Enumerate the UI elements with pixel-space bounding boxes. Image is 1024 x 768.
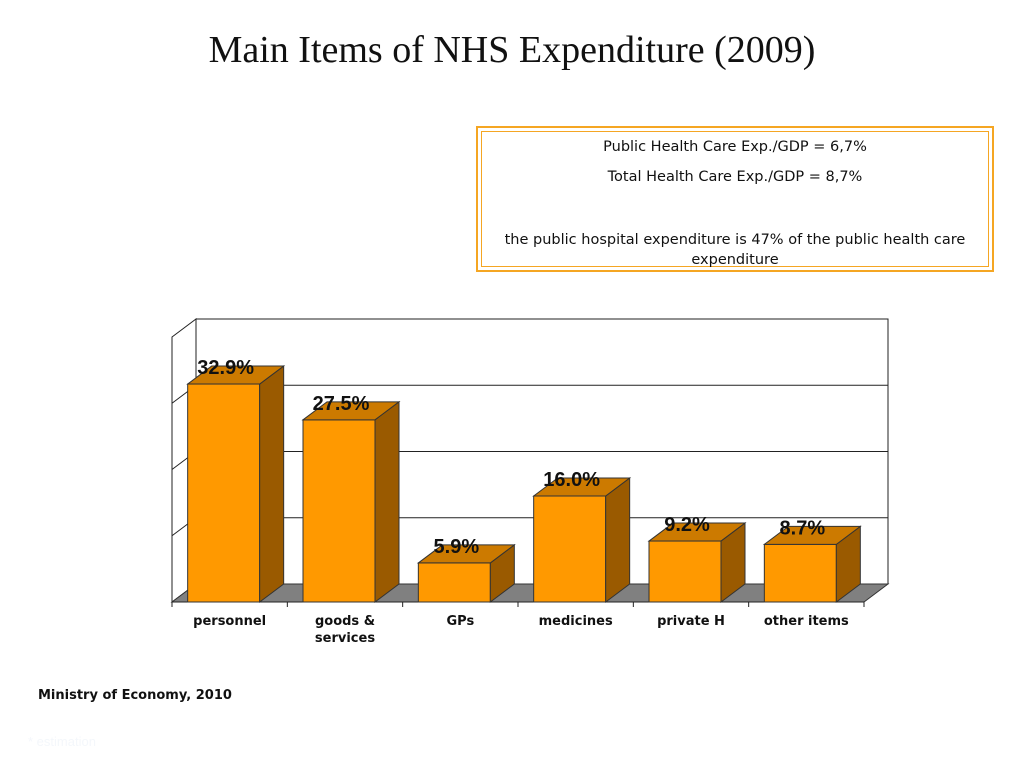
bar-goods-services (302, 419, 376, 603)
bar-top (532, 477, 632, 497)
data-label: 32.9% (197, 357, 254, 379)
category-label: GPs (446, 614, 474, 629)
source-note: Ministry of Economy, 2010 (38, 688, 232, 703)
data-label: 27.5% (313, 393, 370, 415)
data-label: 8.7% (780, 517, 826, 539)
bar-top (186, 365, 286, 385)
bar-medicines (533, 495, 607, 603)
bar-top (301, 401, 401, 421)
info-box: Public Health Care Exp./GDP = 6,7% Total… (476, 126, 994, 272)
hospital-expenditure-note: the public hospital expenditure is 47% o… (504, 232, 966, 268)
bar-top (647, 522, 747, 542)
footnote: * estimation (28, 734, 96, 749)
data-label: 9.2% (664, 514, 710, 536)
category-label: private H (657, 614, 725, 629)
bar-side (374, 400, 400, 603)
data-label: 5.9% (434, 536, 480, 558)
bar-top (762, 525, 862, 545)
category-label: other items (764, 614, 849, 629)
bar-side (605, 477, 631, 603)
info-box-inner: Public Health Care Exp./GDP = 6,7% Total… (481, 131, 989, 268)
total-health-exp-text: Total Health Care Exp./GDP = 8,7% (607, 169, 863, 185)
data-label: 16.0% (543, 469, 600, 491)
bar-gps (417, 562, 491, 603)
bar-personnel (187, 383, 261, 603)
bar-private-h (648, 540, 722, 603)
bar-chart: 32.9% personnel 27.5% goods & services 5.9% GP… (170, 318, 890, 646)
public-health-exp-text: Public Health Care Exp./GDP = 6,7% (603, 139, 867, 155)
category-label: medicines (539, 614, 613, 629)
chart-title: Main Items of NHS Expenditure (2009) (208, 29, 816, 71)
bar-side (259, 365, 285, 603)
bar-top (416, 544, 516, 564)
bar-other-items (763, 543, 837, 603)
category-label: personnel (193, 614, 266, 629)
category-label: goods & (315, 614, 375, 629)
category-label: services (315, 631, 375, 646)
